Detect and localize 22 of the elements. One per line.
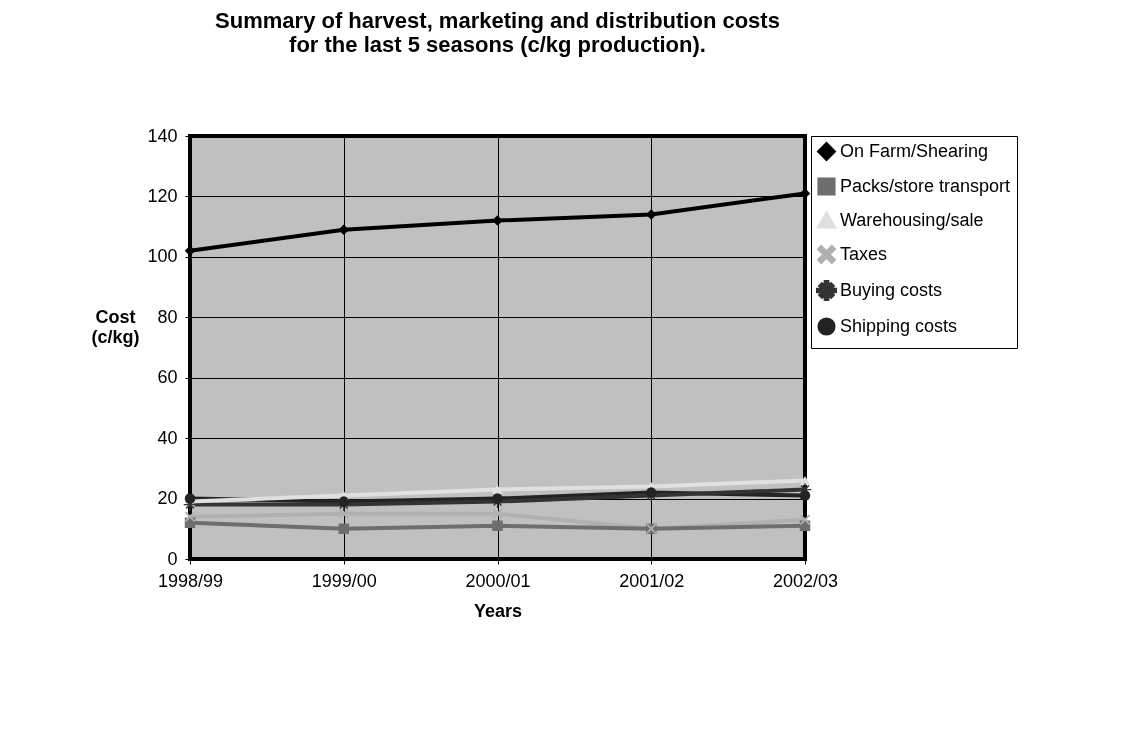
x-tick-label: 2000/01: [465, 570, 531, 591]
legend-label: Warehousing/sale: [840, 209, 984, 230]
legend-label: Taxes: [840, 243, 888, 264]
y-tick-label: 40: [157, 427, 178, 448]
y-tick-label: 120: [147, 185, 178, 206]
x-tick-label: 1998/99: [157, 570, 224, 591]
x-tick-label: 2001/02: [619, 570, 685, 591]
legend-label: On Farm/Shearing: [840, 140, 989, 161]
chart-title: Summary of harvest, marketing and distribution costs for the last 5 seasons (c/kg production).: [215, 8, 780, 57]
y-tick-label: 140: [147, 125, 178, 146]
y-tick-label: 60: [157, 367, 178, 388]
y-axis-title: Cost (c/kg): [91, 306, 140, 347]
legend-label: Buying costs: [840, 279, 943, 300]
legend-label: Shipping costs: [840, 315, 958, 336]
y-tick-label: 20: [157, 488, 178, 509]
y-tick-label: 0: [167, 548, 178, 569]
y-tick-label: 100: [147, 246, 178, 267]
x-axis-title: Years: [473, 600, 523, 621]
x-tick-label: 2002/03: [772, 570, 839, 591]
y-tick-label: 80: [157, 306, 178, 327]
x-tick-label: 1999/00: [311, 570, 377, 591]
legend-label: Packs/store transport: [840, 175, 1011, 196]
